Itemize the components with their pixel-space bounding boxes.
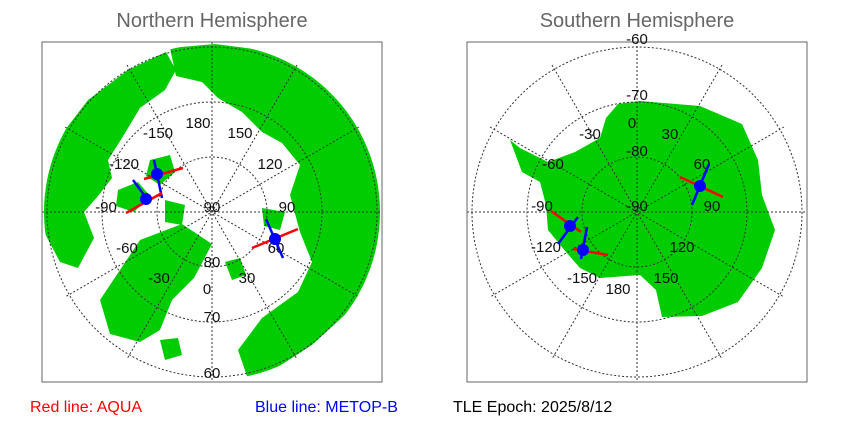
lon-label: 90	[279, 199, 296, 216]
lat-label: 90	[204, 199, 221, 216]
satellite-marker	[577, 244, 589, 256]
lon-label: -90	[95, 199, 117, 216]
south-lon-labels: 180 150 120 90 60 30 0 -30 -60 -90 -120 …	[531, 115, 720, 298]
legend-metop: Blue line: METOP-B	[255, 399, 398, 416]
south-satellites	[550, 163, 724, 260]
lon-label: 0	[203, 281, 211, 298]
lon-label: 180	[185, 115, 210, 132]
north-title: Northern Hemisphere	[116, 10, 308, 32]
north-satellites	[125, 159, 299, 259]
tle-epoch: TLE Epoch: 2025/8/12	[453, 399, 613, 416]
lon-label: -30	[148, 270, 170, 287]
lon-label: 30	[662, 126, 679, 143]
south-land	[510, 101, 775, 317]
lon-label: -30	[579, 126, 601, 143]
lat-label: -90	[626, 198, 648, 215]
south-graticule	[467, 42, 807, 382]
lat-label: 80	[204, 254, 221, 271]
south-lat-labels: -90 -80 -70 -60	[626, 31, 648, 215]
lon-label: -150	[567, 270, 597, 287]
lon-label: 90	[704, 198, 721, 215]
lon-label: 150	[653, 270, 678, 287]
satellite-marker	[269, 233, 281, 245]
north-lat-labels: 90 80 70 60	[204, 199, 221, 382]
legend-aqua: Red line: AQUA	[30, 399, 143, 416]
south-map: -90 -80 -70 -60 180 150 120 90 60 30 0 -…	[466, 31, 808, 383]
lon-label: -150	[143, 125, 173, 142]
lon-label: -120	[109, 156, 139, 173]
lon-label: 150	[227, 125, 252, 142]
lon-label: -60	[542, 156, 564, 173]
south-frame	[466, 41, 808, 383]
lon-label: 120	[669, 239, 694, 256]
lat-label: -80	[626, 143, 648, 160]
lon-label: 0	[628, 115, 636, 132]
lon-label: -90	[531, 198, 553, 215]
lon-label: 180	[605, 281, 630, 298]
south-title: Southern Hemisphere	[539, 10, 735, 32]
north-land	[44, 44, 380, 380]
north-graticule	[42, 42, 382, 382]
lat-label: -70	[626, 87, 648, 104]
satellite-marker	[564, 220, 576, 232]
satellite-marker	[151, 168, 163, 180]
lat-label: -60	[626, 31, 648, 48]
lat-label: 60	[204, 365, 221, 382]
north-map: 90 80 70 60 180 150 120 90 60 30 0 -30 -…	[41, 41, 383, 383]
satellite-marker	[140, 193, 152, 205]
satellite-marker	[694, 180, 706, 192]
lon-label: 30	[239, 270, 256, 287]
lon-label: 120	[257, 156, 282, 173]
lon-label: -120	[531, 239, 561, 256]
lon-label: -60	[116, 240, 138, 257]
north-lon-labels: 180 150 120 90 60 30 0 -30 -60 -90 -120 …	[95, 115, 295, 298]
north-frame	[41, 41, 383, 383]
lat-label: 70	[204, 309, 221, 326]
